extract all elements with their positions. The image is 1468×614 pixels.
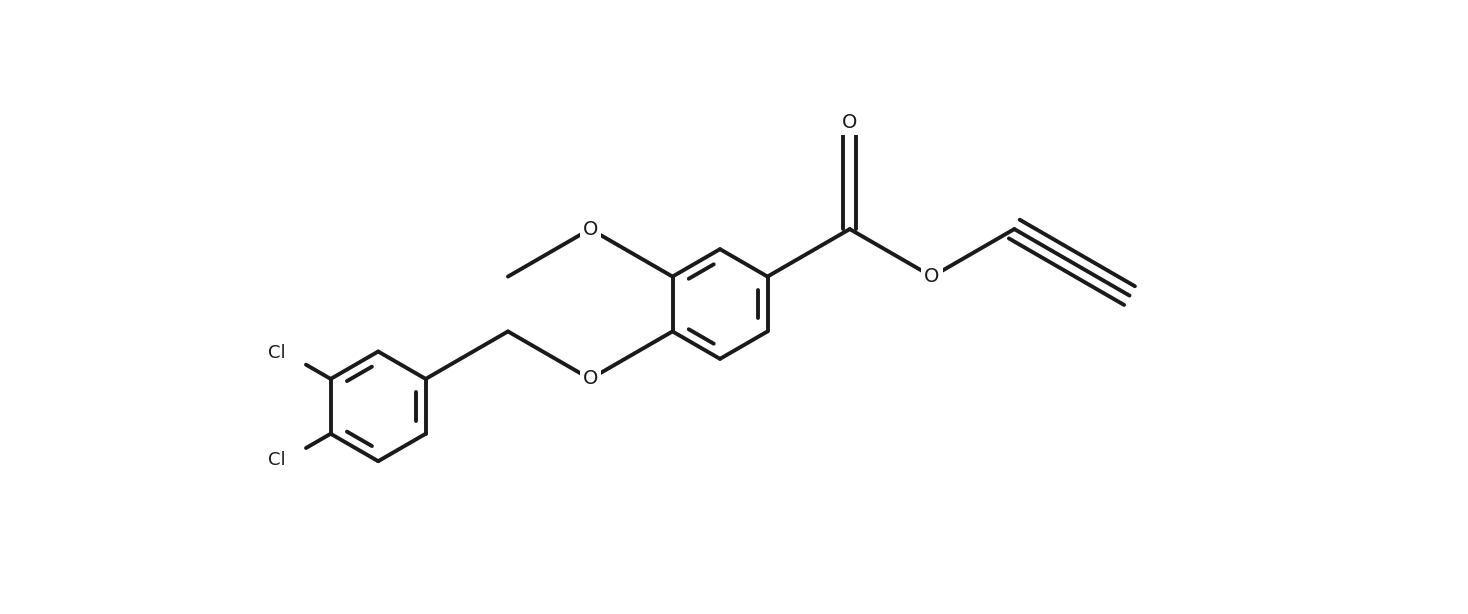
Text: O: O (925, 267, 940, 286)
Text: O: O (583, 370, 597, 389)
Text: Cl: Cl (267, 344, 285, 362)
Text: O: O (843, 113, 857, 132)
Text: Cl: Cl (267, 451, 285, 469)
Text: O: O (583, 220, 597, 239)
